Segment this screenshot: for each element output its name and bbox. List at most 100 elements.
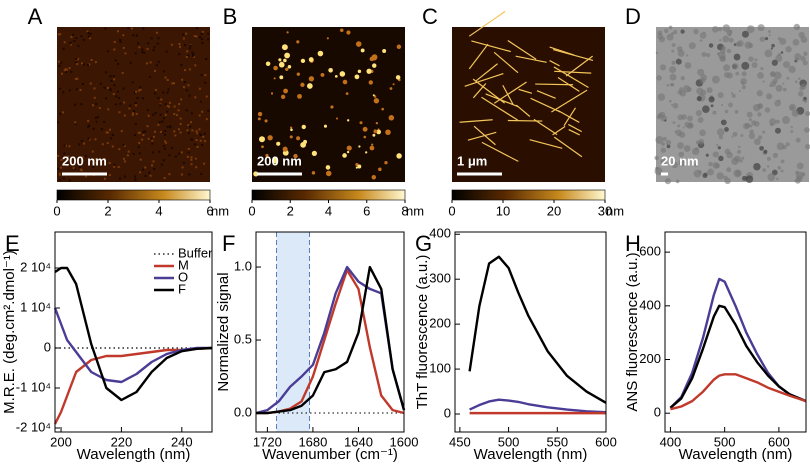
texture — [68, 179, 71, 182]
texture — [204, 74, 207, 77]
texture — [741, 156, 745, 160]
particle — [358, 145, 361, 148]
texture — [93, 96, 96, 99]
texture — [782, 87, 787, 92]
panel-letter: F — [222, 231, 235, 256]
particle — [355, 41, 362, 47]
texture — [149, 61, 152, 64]
texture — [144, 166, 147, 169]
texture — [164, 76, 167, 79]
texture — [165, 50, 168, 53]
texture — [670, 82, 675, 87]
texture — [772, 152, 779, 159]
texture — [166, 104, 169, 107]
texture — [179, 117, 182, 120]
texture — [789, 106, 794, 110]
texture — [62, 163, 65, 166]
particle — [373, 129, 378, 134]
texture — [188, 68, 191, 71]
particle — [339, 28, 344, 33]
texture — [204, 81, 207, 84]
texture — [132, 34, 135, 37]
texture — [705, 153, 709, 157]
data-line — [468, 255, 607, 404]
texture — [712, 26, 719, 33]
texture — [63, 152, 66, 155]
texture — [94, 61, 97, 64]
particle — [293, 153, 298, 159]
texture — [145, 62, 148, 65]
texture — [782, 61, 791, 69]
texture — [175, 114, 178, 117]
fibril — [518, 88, 533, 94]
texture — [185, 109, 188, 112]
colorbar-tick-label: 4 — [325, 203, 332, 218]
colorbar — [251, 189, 406, 201]
texture — [82, 63, 85, 66]
particle — [323, 124, 327, 128]
texture — [654, 167, 663, 176]
texture — [141, 51, 144, 54]
texture — [777, 165, 782, 170]
texture — [73, 39, 76, 42]
texture — [107, 108, 110, 111]
texture — [775, 84, 783, 92]
texture — [771, 59, 778, 66]
texture — [177, 109, 180, 112]
texture — [677, 49, 685, 57]
texture — [89, 82, 92, 85]
texture — [678, 131, 686, 138]
texture — [741, 81, 745, 85]
particle — [311, 171, 316, 175]
texture — [677, 114, 684, 121]
texture — [86, 30, 89, 33]
particle — [265, 61, 271, 66]
texture — [87, 125, 90, 128]
fibril — [481, 96, 519, 121]
colorbar-tick-label: 0 — [53, 203, 60, 218]
texture — [700, 74, 708, 81]
texture — [749, 129, 754, 134]
texture — [78, 143, 81, 146]
texture — [717, 146, 721, 150]
texture — [64, 144, 67, 147]
texture — [774, 127, 782, 134]
texture — [675, 58, 682, 65]
texture — [68, 67, 71, 70]
texture — [671, 161, 679, 169]
texture — [82, 38, 85, 41]
particle — [287, 65, 292, 69]
texture — [779, 37, 787, 45]
texture — [60, 159, 63, 162]
texture — [782, 82, 785, 85]
texture — [190, 112, 193, 115]
particle — [357, 164, 362, 169]
particle — [320, 72, 325, 77]
texture — [766, 93, 773, 100]
texture — [693, 169, 702, 178]
texture — [177, 152, 180, 155]
texture — [166, 91, 169, 94]
texture — [661, 142, 666, 146]
image-background — [252, 27, 405, 182]
texture — [776, 142, 785, 151]
texture — [732, 131, 738, 137]
particle — [257, 117, 261, 121]
particle — [357, 69, 362, 74]
texture — [669, 66, 677, 74]
texture — [92, 165, 95, 168]
particle — [289, 126, 293, 129]
texture — [780, 159, 785, 164]
particle — [325, 165, 331, 170]
texture — [129, 61, 132, 64]
particle — [342, 153, 347, 158]
texture — [786, 76, 790, 80]
texture — [185, 32, 188, 35]
particle — [283, 58, 287, 63]
texture — [158, 121, 161, 124]
texture — [87, 31, 90, 34]
particle — [264, 119, 268, 123]
texture — [136, 97, 139, 100]
texture — [724, 148, 731, 155]
particle — [369, 145, 375, 151]
